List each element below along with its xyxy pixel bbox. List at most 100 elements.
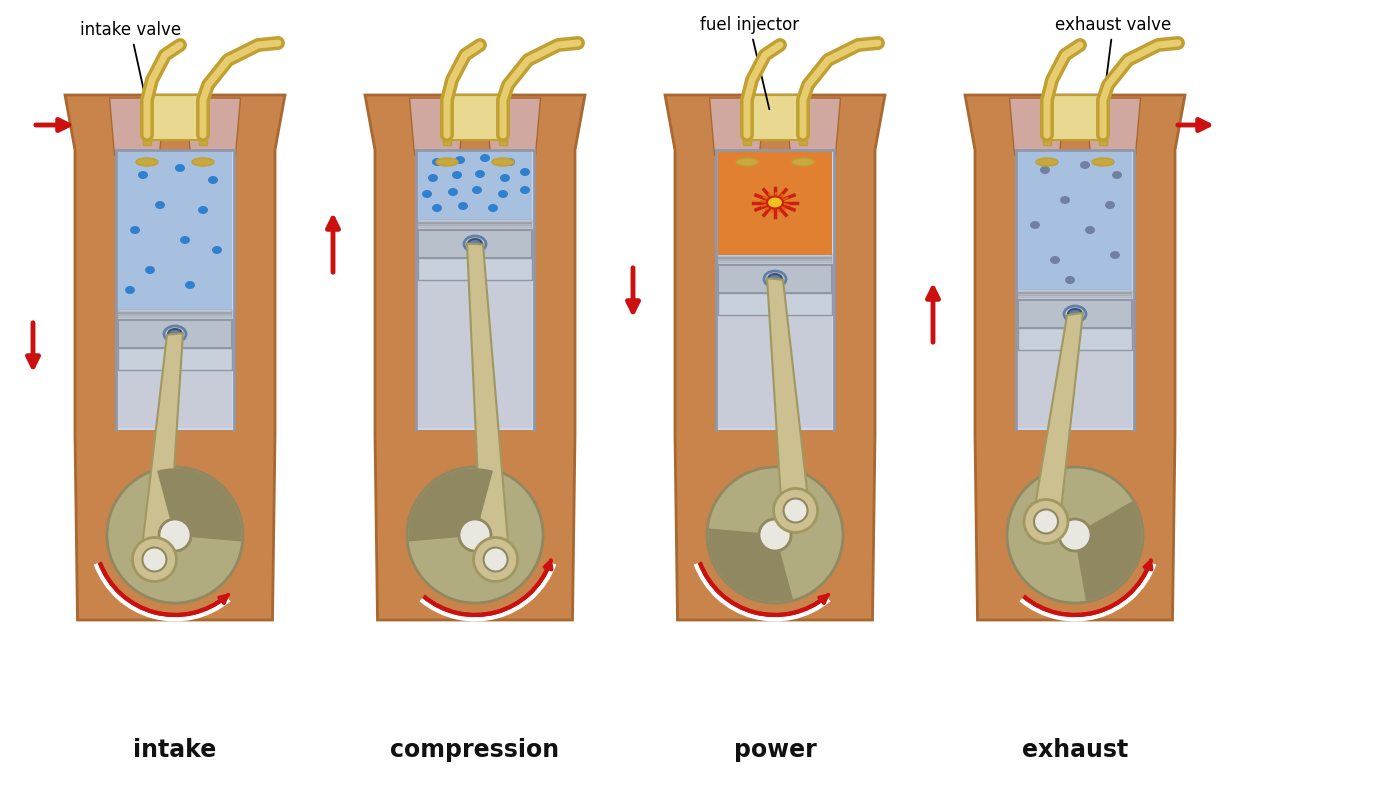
Ellipse shape xyxy=(500,174,510,182)
Polygon shape xyxy=(365,95,585,620)
Bar xyxy=(118,368,232,428)
Bar xyxy=(718,265,832,293)
Bar xyxy=(715,150,834,430)
Bar xyxy=(118,316,232,318)
Bar xyxy=(419,258,532,280)
Ellipse shape xyxy=(209,176,218,184)
Bar xyxy=(419,220,532,222)
Polygon shape xyxy=(1009,98,1064,155)
Polygon shape xyxy=(185,98,241,155)
Ellipse shape xyxy=(448,188,458,196)
Bar xyxy=(143,95,151,145)
Ellipse shape xyxy=(769,274,783,284)
Ellipse shape xyxy=(435,158,458,166)
Ellipse shape xyxy=(175,164,185,172)
Wedge shape xyxy=(708,530,792,601)
Bar xyxy=(1018,290,1133,292)
Ellipse shape xyxy=(185,281,195,289)
Ellipse shape xyxy=(767,196,783,209)
Ellipse shape xyxy=(1050,256,1060,264)
Ellipse shape xyxy=(472,186,482,194)
Ellipse shape xyxy=(1085,226,1095,234)
Ellipse shape xyxy=(428,174,438,182)
Bar xyxy=(419,150,532,220)
Ellipse shape xyxy=(433,158,442,166)
Ellipse shape xyxy=(421,190,433,198)
Ellipse shape xyxy=(181,236,190,244)
Polygon shape xyxy=(1032,313,1084,523)
Ellipse shape xyxy=(764,271,785,287)
Bar xyxy=(118,318,232,320)
Ellipse shape xyxy=(792,158,813,166)
Ellipse shape xyxy=(1068,309,1082,319)
Bar xyxy=(118,150,232,310)
Circle shape xyxy=(133,537,176,582)
Ellipse shape xyxy=(475,170,484,178)
Bar xyxy=(449,95,500,140)
Text: power: power xyxy=(734,738,816,762)
Ellipse shape xyxy=(1036,158,1058,166)
Bar xyxy=(718,257,832,259)
Bar xyxy=(750,95,799,140)
Bar xyxy=(718,263,832,265)
Ellipse shape xyxy=(480,154,490,162)
Bar xyxy=(1018,292,1133,294)
Bar xyxy=(199,95,207,145)
Polygon shape xyxy=(140,333,183,561)
Ellipse shape xyxy=(1105,201,1114,209)
Ellipse shape xyxy=(1040,166,1050,174)
Ellipse shape xyxy=(498,190,508,198)
Bar xyxy=(442,95,451,145)
Bar xyxy=(718,150,832,255)
Polygon shape xyxy=(785,98,840,155)
Bar xyxy=(118,314,232,316)
Bar xyxy=(118,310,232,312)
Ellipse shape xyxy=(1030,221,1040,229)
Bar xyxy=(419,224,532,226)
Bar xyxy=(419,222,532,224)
Ellipse shape xyxy=(130,226,140,234)
Circle shape xyxy=(407,467,543,603)
Ellipse shape xyxy=(164,326,186,342)
Bar xyxy=(1018,298,1133,300)
Circle shape xyxy=(774,489,818,533)
Circle shape xyxy=(784,499,808,522)
Polygon shape xyxy=(486,98,540,155)
Circle shape xyxy=(707,467,843,603)
Bar xyxy=(1018,300,1133,328)
Bar xyxy=(419,230,532,258)
Circle shape xyxy=(160,519,190,551)
Text: exhaust valve: exhaust valve xyxy=(1056,16,1172,102)
Ellipse shape xyxy=(468,239,482,249)
Ellipse shape xyxy=(1060,196,1070,204)
Circle shape xyxy=(1007,467,1142,603)
Bar xyxy=(1043,95,1051,145)
Circle shape xyxy=(459,519,491,551)
Bar xyxy=(799,95,806,145)
Bar xyxy=(416,150,533,430)
Ellipse shape xyxy=(136,158,158,166)
Ellipse shape xyxy=(505,158,515,166)
Ellipse shape xyxy=(519,186,531,194)
Bar xyxy=(118,312,232,314)
Bar xyxy=(1018,294,1133,296)
Ellipse shape xyxy=(1079,161,1091,169)
Ellipse shape xyxy=(1065,276,1075,284)
Circle shape xyxy=(143,548,167,571)
Ellipse shape xyxy=(455,156,465,164)
Ellipse shape xyxy=(433,204,442,212)
Ellipse shape xyxy=(168,329,182,339)
Ellipse shape xyxy=(139,171,148,179)
Bar xyxy=(419,226,532,228)
Bar xyxy=(1018,348,1133,428)
Polygon shape xyxy=(767,278,809,511)
Circle shape xyxy=(483,548,508,571)
Ellipse shape xyxy=(1110,251,1120,259)
Polygon shape xyxy=(409,98,465,155)
Bar xyxy=(743,95,750,145)
Ellipse shape xyxy=(155,201,165,209)
Bar xyxy=(150,95,200,140)
Ellipse shape xyxy=(197,206,209,214)
Text: exhaust: exhaust xyxy=(1022,738,1128,762)
Polygon shape xyxy=(1085,98,1141,155)
